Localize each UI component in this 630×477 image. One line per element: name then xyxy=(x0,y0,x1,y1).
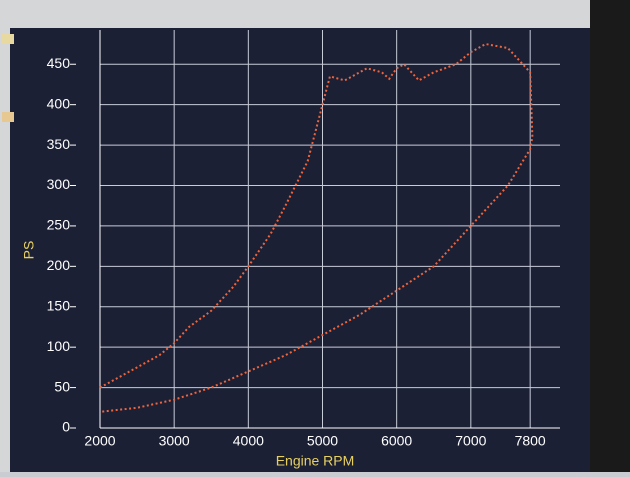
y-tick-label: 300 xyxy=(47,176,71,192)
y-tick-label: 250 xyxy=(47,217,71,233)
monitor-bezel xyxy=(590,0,630,472)
y-axis-title: PS xyxy=(21,241,37,260)
x-tick-label: 2000 xyxy=(84,433,115,449)
x-axis-title: Engine RPM xyxy=(276,453,355,469)
x-tick-label: 5000 xyxy=(307,433,338,449)
y-tick-label: 400 xyxy=(47,95,71,111)
y-tick-label: 50 xyxy=(54,378,70,394)
y-tick-label: 100 xyxy=(47,338,71,354)
x-tick-label: 6000 xyxy=(381,433,412,449)
y-tick-label: 350 xyxy=(47,136,71,152)
x-tick-label: 3000 xyxy=(159,433,190,449)
plot-background xyxy=(10,28,590,472)
y-tick-label: 450 xyxy=(47,55,71,71)
swatch xyxy=(2,112,14,122)
swatch xyxy=(2,34,14,44)
x-tick-label: 7000 xyxy=(455,433,486,449)
y-tick-label: 200 xyxy=(47,257,71,273)
y-tick-label: 0 xyxy=(62,419,70,435)
x-tick-label: 7800 xyxy=(515,433,546,449)
y-tick-label: 150 xyxy=(47,297,71,313)
x-tick-label: 4000 xyxy=(233,433,264,449)
power-curve xyxy=(99,42,534,413)
